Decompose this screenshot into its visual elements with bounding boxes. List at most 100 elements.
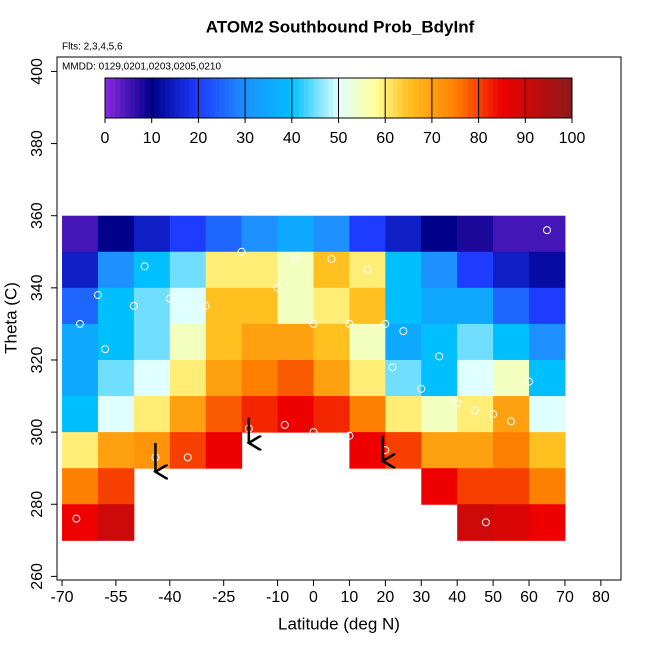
heat-cell — [62, 468, 99, 505]
heat-cell — [169, 215, 207, 253]
colorbar-swatch — [139, 78, 146, 118]
colorbar-swatch — [467, 78, 474, 118]
colorbar-tick-label: 40 — [283, 130, 301, 147]
obs-point — [101, 345, 110, 354]
chart-title: ATOM2 Southbound Prob_BdyInf — [206, 17, 475, 36]
colorbar-swatch — [567, 78, 573, 118]
colorbar-swatch — [432, 78, 439, 118]
colorbar-swatch — [353, 78, 359, 118]
y-tick-label: 380 — [29, 130, 46, 157]
obs-point — [399, 327, 408, 336]
colorbar-swatch — [244, 78, 250, 118]
plot-frame — [56, 56, 622, 581]
x-tick-label: 40 — [448, 589, 466, 606]
colorbar-swatch — [547, 78, 553, 118]
heat-cell — [97, 287, 135, 325]
heat-cell — [421, 323, 458, 361]
subtitle: Flts: 2,3,4,5,6 — [62, 42, 123, 53]
heat-cell — [529, 396, 566, 433]
heat-cell — [277, 287, 314, 325]
heat-cell — [62, 215, 99, 253]
x-tick-label: -40 — [158, 589, 181, 606]
colorbar-swatch — [403, 78, 409, 118]
colorbar-tick-label: 20 — [190, 130, 208, 147]
heat-cell — [349, 323, 386, 361]
obs-point — [309, 428, 318, 437]
heat-cell — [457, 287, 494, 325]
heat-cell — [385, 215, 422, 253]
x-tick-label: 50 — [484, 589, 502, 606]
heat-cell — [62, 432, 99, 469]
colorbar-swatch — [159, 78, 166, 118]
heat-cell — [529, 468, 566, 505]
obs-point — [525, 377, 534, 386]
heat-cell — [313, 215, 350, 253]
colorbar-swatch — [318, 78, 325, 118]
obs-point — [542, 226, 551, 235]
colorbar-swatch — [259, 78, 265, 118]
colorbar-swatch — [373, 78, 379, 118]
colorbar-swatch — [179, 78, 185, 118]
obs-point — [363, 265, 372, 274]
colorbar-swatch — [308, 78, 315, 118]
heat-cell — [133, 251, 171, 289]
heat-cell — [313, 323, 350, 361]
heat-cell — [349, 432, 386, 469]
colorbar-swatch — [552, 78, 558, 118]
colorbar-swatch — [209, 78, 215, 118]
obs-point — [345, 431, 354, 440]
colorbar-tick-label: 100 — [559, 130, 586, 147]
heat-cell — [529, 359, 566, 397]
obs-point — [237, 247, 246, 256]
obs-point — [471, 406, 480, 415]
colorbar-tick-label: 80 — [470, 130, 488, 147]
heat-cell — [349, 396, 386, 433]
colorbar-swatch — [517, 78, 523, 118]
colorbar-swatch — [199, 78, 205, 118]
heat-cell — [241, 323, 279, 361]
colorbar-swatch — [119, 78, 126, 118]
heat-cell — [493, 287, 530, 325]
heat-cell — [385, 396, 422, 433]
heat-cell — [313, 287, 350, 325]
heat-cell — [493, 323, 530, 361]
heat-cell — [169, 432, 207, 469]
heat-cell — [62, 504, 99, 541]
colorbar-swatch — [338, 78, 344, 118]
colorbar-swatch — [398, 78, 404, 118]
heat-cell — [457, 432, 494, 469]
colorbar-swatch — [204, 78, 210, 118]
colorbar-swatch — [328, 78, 335, 118]
heat-cell — [313, 359, 350, 397]
x-tick-label: 30 — [412, 589, 430, 606]
colorbar-swatch — [557, 78, 563, 118]
colorbar-tick-label: 0 — [101, 130, 110, 147]
y-tick-label: 360 — [29, 202, 46, 229]
colorbar-swatch — [184, 78, 190, 118]
heat-cell — [205, 323, 243, 361]
colorbar-swatch — [249, 78, 255, 118]
heat-cell — [97, 215, 135, 253]
colorbar-swatch — [224, 78, 230, 118]
heat-cell — [133, 396, 171, 433]
obs-point — [388, 363, 397, 372]
colorbar-swatch — [298, 78, 305, 118]
heat-cell — [277, 323, 314, 361]
colorbar-swatch — [417, 78, 424, 118]
colorbar-swatch — [273, 78, 280, 118]
y-tick-label: 280 — [29, 491, 46, 518]
colorbar-swatch — [457, 78, 464, 118]
y-tick-label: 320 — [29, 347, 46, 374]
x-tick-label: 20 — [376, 589, 394, 606]
heat-cell — [421, 359, 458, 397]
heat-cell — [241, 287, 279, 325]
colorbar-swatch — [408, 78, 414, 118]
colorbar-tick-label: 50 — [330, 130, 348, 147]
heat-cell — [62, 396, 99, 433]
heat-cell — [457, 251, 494, 289]
heat-cell — [313, 251, 350, 289]
colorbar-swatch — [452, 78, 459, 118]
colorbar-swatch — [512, 78, 518, 118]
colorbar-swatch — [393, 78, 399, 118]
